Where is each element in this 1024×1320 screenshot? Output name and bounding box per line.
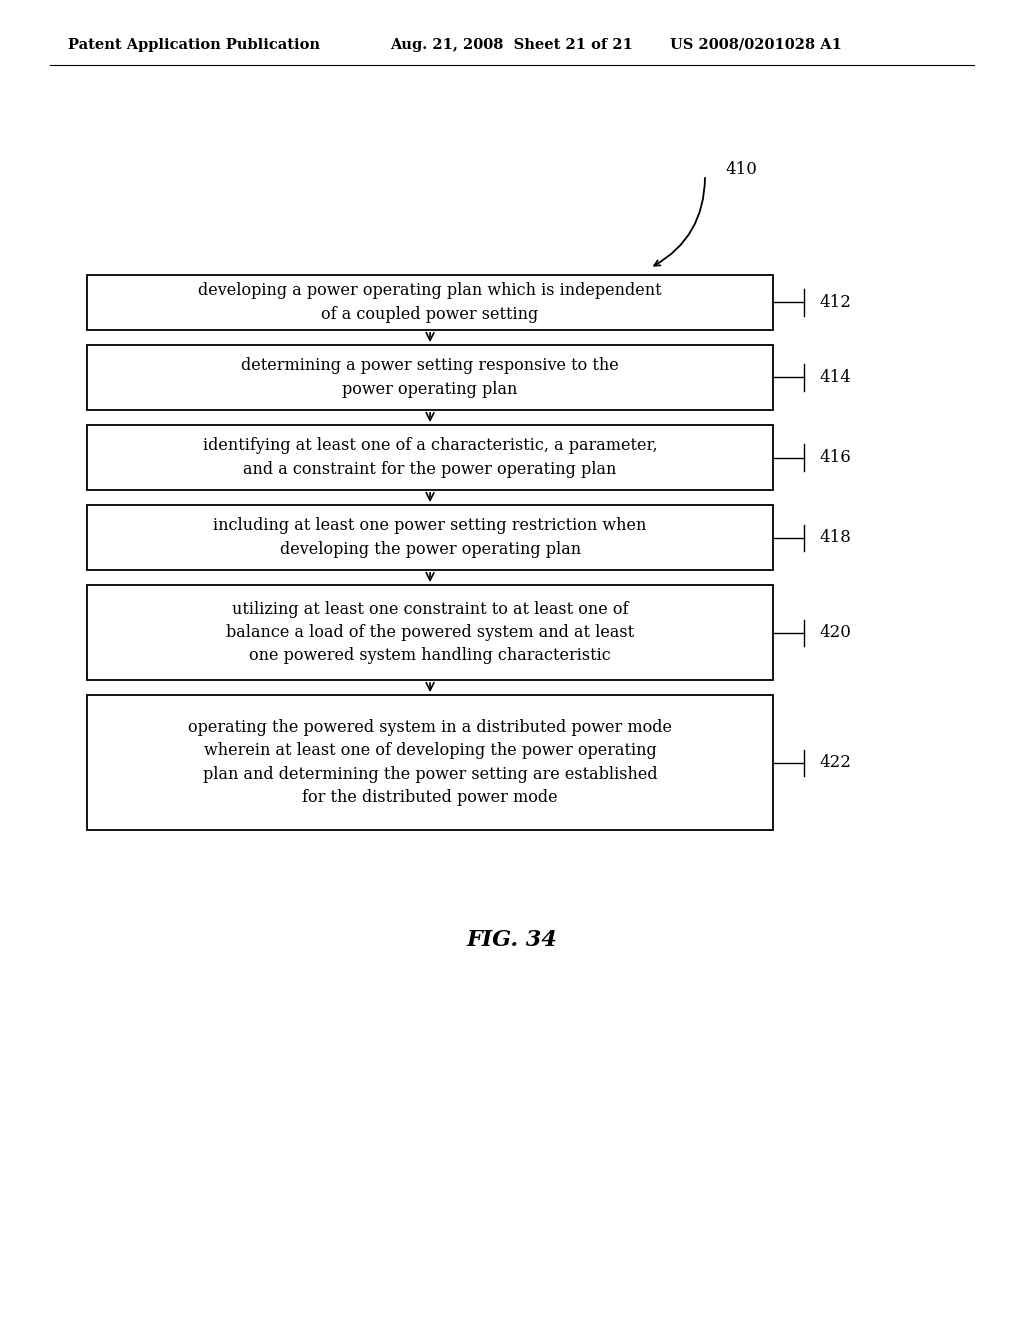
Bar [87,585,773,680]
Text: utilizing at least one constraint to at least one of
balance a load of the power: utilizing at least one constraint to at … [226,601,634,664]
Text: 420: 420 [819,624,851,642]
Text: Aug. 21, 2008  Sheet 21 of 21: Aug. 21, 2008 Sheet 21 of 21 [390,38,633,51]
Text: Patent Application Publication: Patent Application Publication [68,38,319,51]
Text: identifying at least one of a characteristic, a parameter,
and a constraint for : identifying at least one of a characteri… [203,437,657,478]
Bar [87,696,773,830]
Text: 414: 414 [819,370,851,385]
Text: US 2008/0201028 A1: US 2008/0201028 A1 [670,38,842,51]
Bar [87,275,773,330]
Bar [87,506,773,570]
Text: developing a power operating plan which is independent
of a coupled power settin: developing a power operating plan which … [199,282,662,323]
Text: determining a power setting responsive to the
power operating plan: determining a power setting responsive t… [242,358,618,397]
Text: 422: 422 [819,754,851,771]
Text: 418: 418 [819,529,851,546]
Text: including at least one power setting restriction when
developing the power opera: including at least one power setting res… [213,517,647,558]
Bar [87,345,773,411]
Bar [87,425,773,490]
Text: 412: 412 [819,294,851,312]
Text: FIG. 34: FIG. 34 [467,929,557,950]
Text: 410: 410 [725,161,757,178]
Text: operating the powered system in a distributed power mode
wherein at least one of: operating the powered system in a distri… [188,719,672,807]
Text: 416: 416 [819,449,851,466]
